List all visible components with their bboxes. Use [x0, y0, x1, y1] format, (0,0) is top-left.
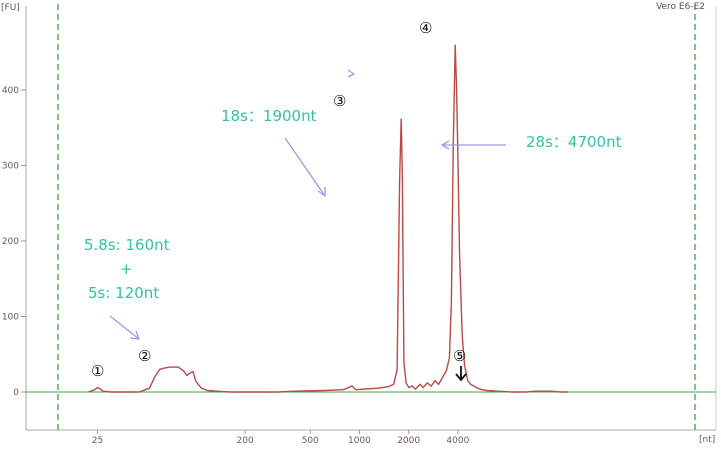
y-tick-group: 0 100 200 300 400 [2, 86, 26, 398]
x-tick-label: 2000 [397, 436, 420, 446]
annotation-arrows [109, 69, 506, 340]
annotation-28s: 28s：4700nt [526, 133, 622, 151]
y-tick-label: 400 [2, 86, 19, 96]
x-tick-label: 1000 [348, 436, 371, 446]
peak-label-5: ⑤ [453, 347, 466, 365]
x-tick-label: 500 [302, 436, 319, 446]
peak-5-arrow [455, 366, 467, 382]
y-tick-label: 300 [2, 162, 19, 172]
series-line [88, 44, 569, 393]
arrow-18s [284, 137, 326, 197]
arrowhead-28s [440, 140, 450, 150]
arrowhead-peak-5 [455, 373, 467, 382]
annotation-18s: 18s：1900nt [221, 107, 317, 125]
arrow-5-8s [109, 315, 140, 340]
axes [25, 6, 717, 431]
annotation-5-8s-plus: + [120, 260, 133, 278]
x-unit-label: [nt] [699, 435, 715, 445]
arrowhead-5-8s [129, 330, 140, 340]
annotation-5-8s-line1: 5.8s: 160nt [84, 236, 170, 254]
peak-label-2: ② [138, 347, 151, 365]
y-unit-label: [FU] [1, 3, 20, 13]
stray-mark [347, 69, 356, 78]
peak-label-3: ③ [333, 92, 346, 110]
peak-label-1: ① [91, 362, 104, 380]
y-tick-label: 100 [2, 313, 19, 323]
x-tick-label: 200 [237, 436, 254, 446]
arrowhead-18s [317, 187, 326, 198]
y-tick-label: 200 [2, 237, 19, 247]
y-tick-label: 0 [13, 388, 19, 398]
sample-name: Vero E6-E2 [656, 2, 705, 12]
peak-label-4: ④ [419, 19, 432, 37]
x-tick-label: 25 [92, 436, 103, 446]
x-tick-label: 4000 [446, 436, 469, 446]
annotation-5-8s-line2: 5s: 120nt [88, 284, 159, 302]
x-tick-group: 25 200 500 1000 2000 4000 [92, 430, 470, 446]
